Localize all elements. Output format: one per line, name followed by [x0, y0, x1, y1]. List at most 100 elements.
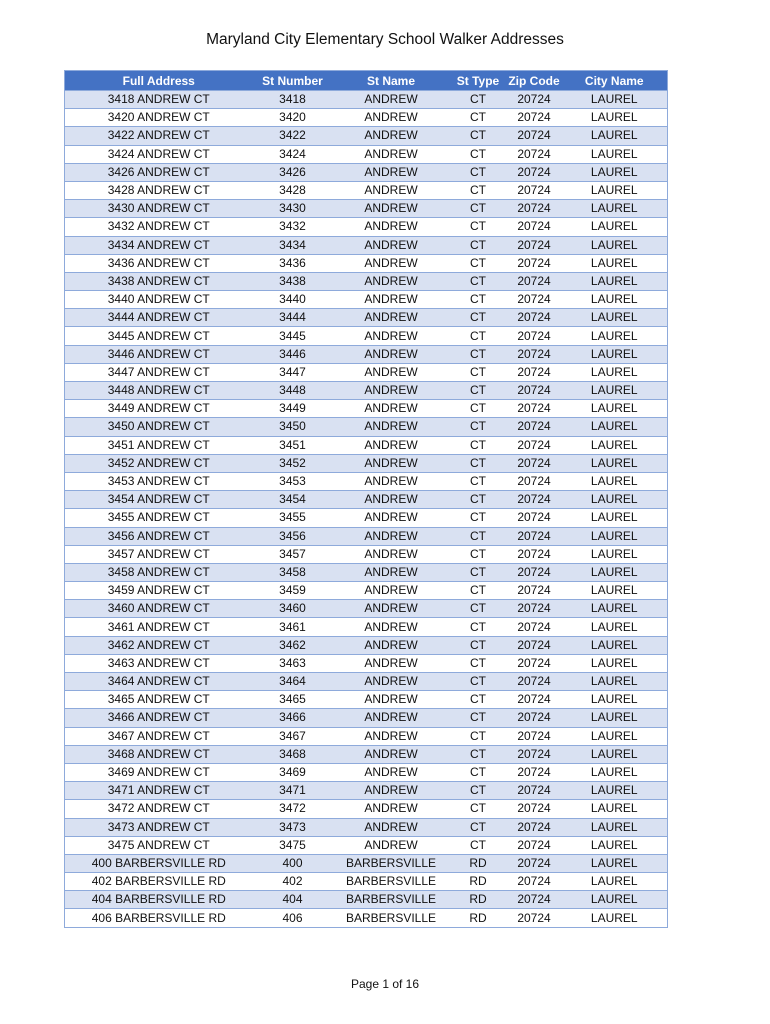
table-row: 3454 ANDREW CT 3454 ANDREW CT 20724 LAUREL [64, 490, 668, 509]
cell-full-address: 3428 ANDREW CT [64, 180, 253, 200]
table-row: 3463 ANDREW CT 3463 ANDREW CT 20724 LAUREL [64, 653, 668, 673]
cell-zip-code: 20724 [506, 471, 562, 491]
table-row: 3430 ANDREW CT 3430 ANDREW CT 20724 LAUREL [64, 199, 668, 218]
cell-city-name: LAUREL [561, 471, 668, 491]
cell-full-address: 3454 ANDREW CT [64, 490, 253, 509]
cell-full-address: 3467 ANDREW CT [64, 726, 253, 746]
cell-zip-code: 20724 [506, 817, 562, 837]
cell-city-name: LAUREL [561, 635, 668, 655]
table-row: 400 BARBERSVILLE RD 400 BARBERSVILLE RD 2072… [64, 853, 668, 873]
cell-st-number: 3454 [252, 490, 333, 509]
table-row: 3440 ANDREW CT 3440 ANDREW CT 20724 LAUREL [64, 290, 668, 309]
cell-full-address: 3447 ANDREW CT [64, 362, 253, 382]
cell-st-type: CT [449, 308, 507, 327]
cell-st-name: ANDREW [332, 290, 450, 309]
cell-st-name: ANDREW [332, 435, 450, 455]
cell-full-address: 3472 ANDREW CT [64, 799, 253, 818]
table-row: 3453 ANDREW CT 3453 ANDREW CT 20724 LAUREL [64, 471, 668, 491]
table-row: 3466 ANDREW CT 3466 ANDREW CT 20724 LAUREL [64, 708, 668, 728]
cell-zip-code: 20724 [506, 271, 562, 291]
cell-city-name: LAUREL [561, 708, 668, 728]
table-row: 3426 ANDREW CT 3426 ANDREW CT 20724 LAUREL [64, 162, 668, 182]
cell-st-name: ANDREW [332, 617, 450, 637]
cell-zip-code: 20724 [506, 544, 562, 564]
cell-zip-code: 20724 [506, 180, 562, 200]
cell-zip-code: 20724 [506, 162, 562, 182]
cell-zip-code: 20724 [506, 890, 562, 909]
cell-st-number: 3444 [252, 308, 333, 327]
cell-st-type: CT [449, 326, 507, 346]
table-row: 3455 ANDREW CT 3455 ANDREW CT 20724 LAUREL [64, 508, 668, 527]
cell-full-address: 3436 ANDREW CT [64, 253, 253, 273]
cell-st-number: 3432 [252, 217, 333, 236]
cell-st-type: CT [449, 344, 507, 364]
cell-st-number: 406 [252, 908, 333, 928]
cell-full-address: 3463 ANDREW CT [64, 653, 253, 673]
cell-zip-code: 20724 [506, 435, 562, 455]
cell-zip-code: 20724 [506, 362, 562, 382]
cell-zip-code: 20724 [506, 835, 562, 855]
cell-full-address: 3457 ANDREW CT [64, 544, 253, 564]
cell-st-type: CT [449, 89, 507, 109]
cell-city-name: LAUREL [561, 344, 668, 364]
cell-st-name: ANDREW [332, 89, 450, 109]
cell-zip-code: 20724 [506, 144, 562, 164]
cell-st-number: 3458 [252, 562, 333, 582]
cell-st-number: 3467 [252, 726, 333, 746]
cell-st-number: 3418 [252, 89, 333, 109]
cell-st-number: 3462 [252, 635, 333, 655]
table-row: 3471 ANDREW CT 3471 ANDREW CT 20724 LAUREL [64, 781, 668, 800]
table-row: 3460 ANDREW CT 3460 ANDREW CT 20724 LAUREL [64, 599, 668, 618]
cell-zip-code: 20724 [506, 671, 562, 691]
cell-st-name: ANDREW [332, 762, 450, 782]
cell-zip-code: 20724 [506, 762, 562, 782]
cell-city-name: LAUREL [561, 399, 668, 418]
cell-zip-code: 20724 [506, 908, 562, 928]
cell-city-name: LAUREL [561, 599, 668, 618]
cell-zip-code: 20724 [506, 726, 562, 746]
cell-st-type: CT [449, 708, 507, 728]
cell-st-number: 3463 [252, 653, 333, 673]
table-row: 406 BARBERSVILLE RD 406 BARBERSVILLE RD 2072… [64, 908, 668, 928]
cell-full-address: 402 BARBERSVILLE RD [64, 872, 253, 891]
cell-full-address: 3440 ANDREW CT [64, 290, 253, 309]
cell-city-name: LAUREL [561, 126, 668, 146]
cell-st-type: CT [449, 562, 507, 582]
cell-full-address: 3460 ANDREW CT [64, 599, 253, 618]
table-row: 3456 ANDREW CT 3456 ANDREW CT 20724 LAUREL [64, 526, 668, 546]
cell-zip-code: 20724 [506, 217, 562, 236]
cell-zip-code: 20724 [506, 417, 562, 437]
table-row: 402 BARBERSVILLE RD 402 BARBERSVILLE RD 2072… [64, 872, 668, 891]
cell-city-name: LAUREL [561, 890, 668, 909]
cell-zip-code: 20724 [506, 235, 562, 255]
cell-st-number: 3472 [252, 799, 333, 818]
cell-full-address: 3466 ANDREW CT [64, 708, 253, 728]
cell-st-name: ANDREW [332, 126, 450, 146]
cell-full-address: 3424 ANDREW CT [64, 144, 253, 164]
cell-st-name: ANDREW [332, 799, 450, 818]
table-row: 3428 ANDREW CT 3428 ANDREW CT 20724 LAUREL [64, 180, 668, 200]
cell-full-address: 3473 ANDREW CT [64, 817, 253, 837]
cell-zip-code: 20724 [506, 453, 562, 473]
cell-st-name: ANDREW [332, 180, 450, 200]
cell-zip-code: 20724 [506, 526, 562, 546]
cell-st-number: 402 [252, 872, 333, 891]
cell-st-number: 3455 [252, 508, 333, 527]
cell-full-address: 400 BARBERSVILLE RD [64, 853, 253, 873]
cell-st-type: CT [449, 581, 507, 600]
table-row: 3451 ANDREW CT 3451 ANDREW CT 20724 LAUREL [64, 435, 668, 455]
table-row: 3458 ANDREW CT 3458 ANDREW CT 20724 LAUREL [64, 562, 668, 582]
page-title: Maryland City Elementary School Walker A… [206, 31, 564, 48]
cell-full-address: 3461 ANDREW CT [64, 617, 253, 637]
table-row: 3436 ANDREW CT 3436 ANDREW CT 20724 LAUREL [64, 253, 668, 273]
cell-zip-code: 20724 [506, 326, 562, 346]
column-header-full-address: Full Address [64, 70, 253, 91]
cell-st-type: CT [449, 599, 507, 618]
cell-st-name: ANDREW [332, 781, 450, 800]
cell-st-number: 3428 [252, 180, 333, 200]
cell-city-name: LAUREL [561, 326, 668, 346]
cell-st-number: 3447 [252, 362, 333, 382]
cell-st-type: CT [449, 617, 507, 637]
cell-st-number: 3448 [252, 380, 333, 400]
cell-full-address: 3445 ANDREW CT [64, 326, 253, 346]
